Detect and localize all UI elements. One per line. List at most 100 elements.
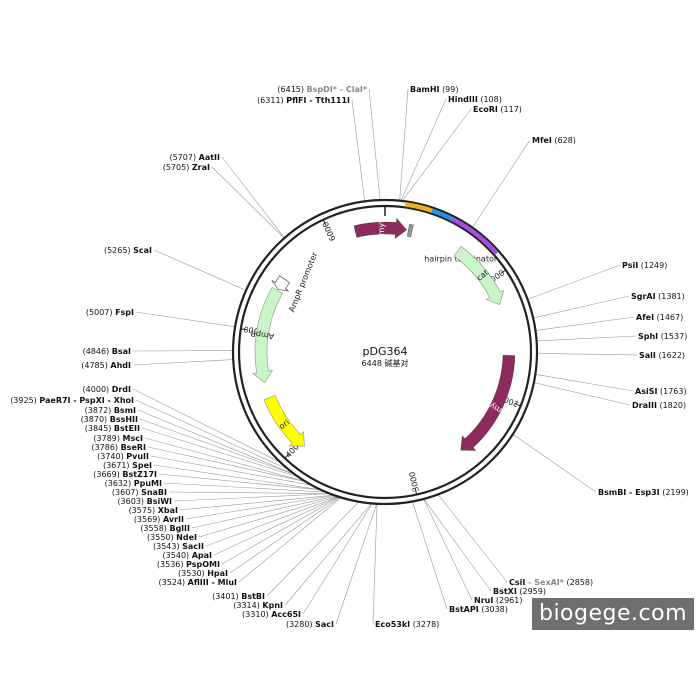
site-position: (3786)	[91, 443, 118, 452]
site-name: SnaBI	[141, 488, 167, 497]
restriction-site-label: SphI (1537)	[638, 332, 687, 341]
site-position: (3870)	[81, 415, 108, 424]
site-name: BssHII	[110, 415, 138, 424]
site-position: (3845)	[85, 424, 112, 433]
site-leader	[437, 494, 508, 583]
restriction-site-label: (3540) ApaI	[163, 551, 212, 560]
site-position: (3038)	[481, 605, 508, 614]
restriction-site-label: (4846) BsaI	[83, 347, 131, 356]
site-leader	[266, 501, 360, 597]
site-name: NdeI	[176, 533, 197, 542]
site-position: (3632)	[105, 479, 132, 488]
restriction-site-label: AfeI (1467)	[636, 313, 683, 322]
site-name: BstAPI	[449, 605, 479, 614]
site-leader	[402, 108, 472, 202]
site-leader	[205, 496, 339, 547]
site-position: (6311)	[257, 96, 284, 105]
site-leader-lines	[132, 88, 638, 625]
site-leader	[158, 473, 322, 491]
site-leader	[284, 503, 372, 606]
plasmid-size: 6448 碱基对	[362, 358, 409, 368]
restriction-site-label: (6415) BspDI* - ClaI*	[277, 85, 367, 94]
feature-label: AmpR	[249, 329, 274, 341]
site-position: (1763)	[660, 387, 687, 396]
site-position: (5705)	[163, 163, 190, 172]
site-name: PsiI	[622, 261, 638, 270]
site-name: DrdI	[112, 385, 131, 394]
site-leader	[412, 501, 448, 610]
site-position: (3280)	[286, 620, 313, 629]
feature-arrow	[353, 217, 408, 240]
restriction-site-label: EcoRI (117)	[473, 105, 522, 114]
site-leader	[211, 166, 285, 239]
site-leader	[535, 316, 635, 331]
site-leader	[238, 497, 342, 583]
feature-arrow	[460, 354, 516, 451]
site-leader	[173, 493, 331, 502]
site-name: MscI	[123, 434, 143, 443]
site-position: (2959)	[519, 587, 546, 596]
site-position: (5707)	[169, 153, 196, 162]
site-name: AfeI	[636, 313, 654, 322]
feature-arrow	[263, 394, 305, 447]
site-position: (1622)	[658, 351, 685, 360]
restriction-site-label: MfeI (628)	[532, 136, 576, 145]
restriction-site-label: BsmBI - Esp3I (2199)	[598, 488, 689, 497]
site-position: (5007)	[86, 308, 113, 317]
restriction-site-label: CsiI - SexAI* (2858)	[509, 578, 593, 587]
restriction-site-label: (3558) BglII	[140, 524, 190, 533]
site-leader	[535, 373, 634, 392]
restriction-site-label: (3786) BseRI	[91, 443, 146, 452]
site-position: (3530)	[178, 569, 205, 578]
site-name: SphI	[638, 332, 658, 341]
site-leader	[191, 495, 337, 529]
restriction-site-label: (3607) SnaBI	[112, 488, 167, 497]
site-name: PvuII	[126, 452, 149, 461]
restriction-site-label: (3845) BstEII	[85, 424, 140, 433]
restriction-site-label: (5707) AatII	[169, 153, 220, 162]
feature-hairpin-terminator	[406, 223, 414, 238]
restriction-site-label: BamHI (99)	[410, 85, 458, 94]
site-name: KpnI	[262, 601, 283, 610]
site-name: PflFI - Tth111I	[286, 96, 350, 105]
restriction-site-label: (3530) HpaI	[178, 569, 228, 578]
restriction-site-label: (4000) DrdI	[83, 385, 131, 394]
site-position: (3524)	[159, 578, 186, 587]
site-name: ApaI	[192, 551, 212, 560]
site-position: (1381)	[658, 292, 685, 301]
restriction-site-label: HindIII (108)	[448, 95, 502, 104]
site-leader	[135, 399, 290, 471]
restriction-site-label: (3401) BstBI	[212, 592, 265, 601]
site-leader	[472, 139, 531, 228]
site-name: BsaI	[112, 347, 131, 356]
site-name: BsmBI - Esp3I	[598, 488, 660, 497]
site-leader	[400, 98, 447, 201]
site-name: SgrAI	[631, 292, 656, 301]
site-name: SacII	[182, 542, 204, 551]
site-name: BstXI	[493, 587, 517, 596]
site-leader	[351, 99, 366, 202]
tick-mark	[514, 403, 521, 407]
restriction-site-label: DraIII (1820)	[632, 401, 686, 410]
site-position: (3310)	[242, 610, 269, 619]
site-leader	[141, 427, 299, 478]
site-name: BstZ17I	[122, 470, 157, 479]
watermark: biogege.com	[532, 598, 694, 630]
site-name: BspDI*	[307, 85, 338, 94]
site-position: (3540)	[163, 551, 190, 560]
feature-label: amyE'	[376, 216, 386, 241]
site-position: (3558)	[140, 524, 167, 533]
site-name: AatII	[199, 153, 220, 162]
site-position: (2858)	[567, 578, 594, 587]
site-position: (2961)	[496, 596, 523, 605]
site-leader	[135, 311, 236, 328]
site-leader	[153, 464, 321, 491]
site-position: (3536)	[157, 560, 184, 569]
site-leader	[536, 353, 638, 356]
site-position: (4785)	[81, 361, 108, 370]
site-position: (3543)	[153, 542, 180, 551]
site-leader	[527, 264, 621, 300]
site-position: (1537)	[661, 332, 688, 341]
restriction-site-label: BstXI (2959)	[493, 587, 546, 596]
site-name: PspOMI	[186, 560, 220, 569]
